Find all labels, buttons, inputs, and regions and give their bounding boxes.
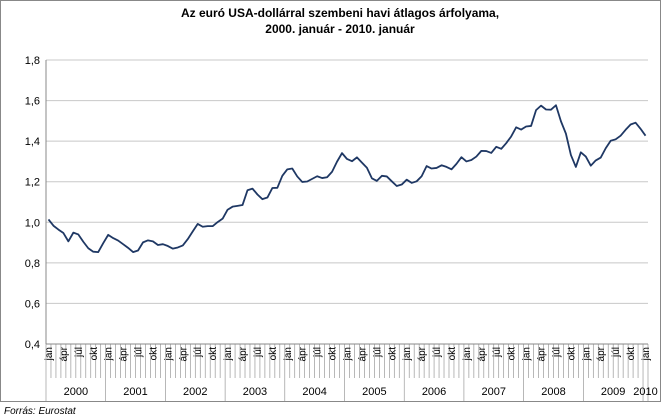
- x-tick-label: okt: [148, 347, 159, 361]
- x-tick-label: júl: [492, 347, 503, 358]
- x-tick-label: júl: [253, 347, 264, 358]
- year-label: 2002: [183, 386, 207, 398]
- x-tick-label: júl: [432, 347, 443, 358]
- y-tick-label: 1,0: [25, 217, 40, 229]
- x-tick-label: ápr: [178, 346, 189, 361]
- x-tick-label: júl: [551, 347, 562, 358]
- x-tick-label: okt: [626, 347, 637, 361]
- y-tick-label: 0,6: [25, 298, 40, 310]
- x-tick-label: ápr: [298, 346, 309, 361]
- y-tick-label: 1,4: [25, 136, 40, 148]
- x-tick-label: ápr: [357, 346, 368, 361]
- x-tick-label: okt: [447, 347, 458, 361]
- year-label: 2007: [482, 386, 506, 398]
- x-tick-label: ápr: [537, 346, 548, 361]
- chart-title: Az euró USA-dollárral szembeni havi átla…: [181, 6, 499, 20]
- x-tick-label: jan: [283, 347, 294, 361]
- x-tick-label: okt: [208, 347, 219, 361]
- x-tick-label: jan: [641, 347, 652, 361]
- x-tick-label: júl: [74, 347, 85, 358]
- year-label: 2005: [362, 386, 386, 398]
- x-tick-label: okt: [89, 347, 100, 361]
- x-tick-label: okt: [268, 347, 279, 361]
- x-tick-label: júl: [193, 347, 204, 358]
- x-tick-label: ápr: [238, 346, 249, 361]
- year-label: 2001: [123, 386, 147, 398]
- x-tick-label: okt: [328, 347, 339, 361]
- year-label: 2006: [422, 386, 446, 398]
- line-series: [47, 104, 647, 254]
- year-label: 2009: [601, 386, 625, 398]
- x-tick-label: júl: [134, 347, 145, 358]
- x-tick-label: jan: [163, 347, 174, 361]
- x-tick-label: okt: [507, 347, 518, 361]
- x-tick-label: jan: [343, 347, 354, 361]
- x-tick-label: jan: [522, 347, 533, 361]
- x-tick-label: jan: [462, 347, 473, 361]
- x-tick-label: jan: [223, 347, 234, 361]
- x-tick-label: júl: [372, 347, 383, 358]
- x-tick-label: ápr: [477, 346, 488, 361]
- year-label: 2004: [302, 386, 326, 398]
- x-tick-label: jan: [402, 347, 413, 361]
- year-label: 2010: [633, 386, 657, 398]
- y-tick-label: 0,4: [25, 339, 40, 351]
- y-tick-label: 1,8: [25, 55, 40, 67]
- x-tick-label: júl: [313, 347, 324, 358]
- chart-subtitle: 2000. január - 2010. január: [265, 22, 415, 36]
- year-label: 2000: [64, 386, 88, 398]
- year-label: 2008: [541, 386, 565, 398]
- x-tick-label: ápr: [596, 346, 607, 361]
- x-tick-label: jan: [104, 347, 115, 361]
- x-tick-label: ápr: [59, 346, 70, 361]
- source: Forrás: Eurostat: [4, 406, 77, 417]
- y-tick-label: 1,2: [25, 177, 40, 189]
- chart-border: [0, 0, 661, 402]
- x-tick-label: jan: [581, 347, 592, 361]
- year-label: 2003: [243, 386, 267, 398]
- x-tick-label: júl: [611, 347, 622, 358]
- y-tick-label: 0,8: [25, 258, 40, 270]
- x-tick-label: okt: [566, 347, 577, 361]
- y-tick-label: 1,6: [25, 96, 40, 108]
- x-tick-label: jan: [44, 347, 55, 361]
- x-tick-label: ápr: [417, 346, 428, 361]
- x-tick-label: okt: [387, 347, 398, 361]
- x-tick-label: ápr: [119, 346, 130, 361]
